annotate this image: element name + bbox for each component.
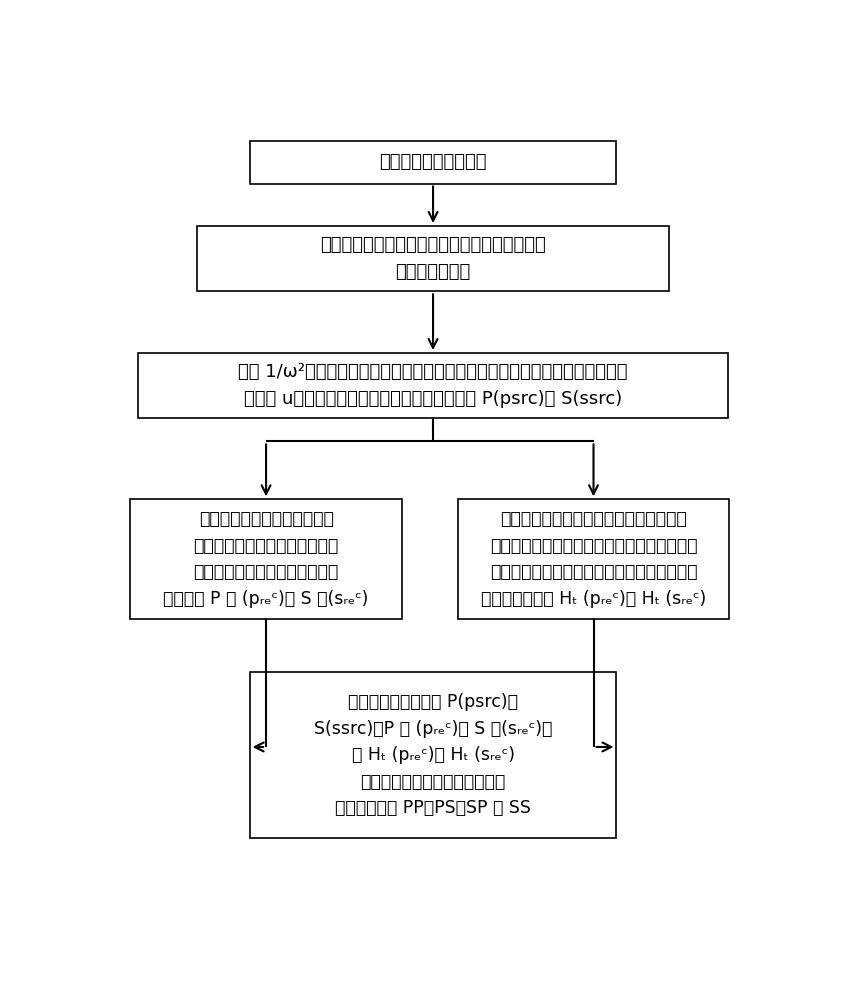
Text: 基于分离后的源波场 P(psrc)和
S(ssrc)、P 波 (pᵣₑᶜ)和 S 波(sᵣₑᶜ)以
及 Hₜ (pᵣₑᶜ)和 Hₜ (sᵣₑᶜ)
进行希尔伯特变: 基于分离后的源波场 P(psrc)和 S(ssrc)、P 波 (pᵣₑᶜ)和 S… [313, 693, 552, 817]
Text: 建立地球物理介质模型: 建立地球物理介质模型 [379, 153, 486, 171]
Bar [130, 499, 402, 619]
Bar [197, 226, 668, 291]
Bar [250, 672, 616, 838]
Bar [138, 353, 727, 418]
Text: 利用 1/ω²滤波器对源小波和多分量记录进行滤波，基于滤波后的源小波构造震
源波场 u，通过散度旋度计算得到分离的源波场 P(psrc)和 S(ssrc): 利用 1/ω²滤波器对源小波和多分量记录进行滤波，基于滤波后的源小波构造震 源波… [238, 363, 627, 408]
Bar [250, 141, 616, 184]
Text: 给出源小波，利用检波器接收地球物理介质模型
中的多分量记录: 给出源小波，利用检波器接收地球物理介质模型 中的多分量记录 [320, 236, 545, 281]
Bar [457, 499, 728, 619]
Text: 以滤波后的多分量记录为边界
条件求解双向弹性波动方程，构
造接收器波场，得到分离后的接
收器波场 P 波 (pᵣₑᶜ)和 S 波(sᵣₑᶜ): 以滤波后的多分量记录为边界 条件求解双向弹性波动方程，构 造接收器波场，得到分离… [163, 510, 368, 607]
Text: 基于滤波后的多分量记录进行希尔伯特变
换并以其为边界条件求解双向弹性波动方程，
构造额外的接收器波场，得到分离后的额外接
收器波场分别为 Hₜ (pᵣₑᶜ)和 : 基于滤波后的多分量记录进行希尔伯特变 换并以其为边界条件求解双向弹性波动方程， … [480, 510, 706, 607]
